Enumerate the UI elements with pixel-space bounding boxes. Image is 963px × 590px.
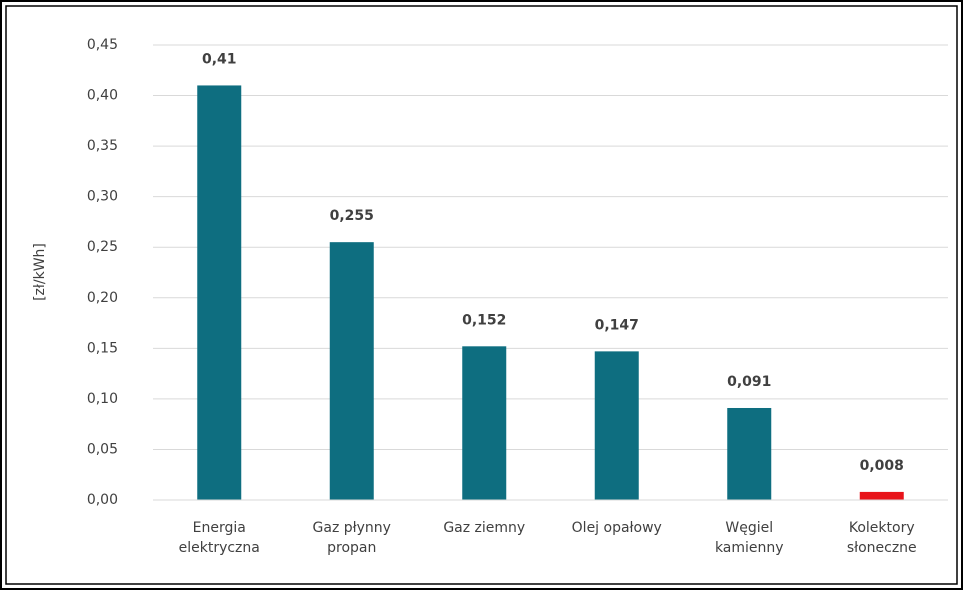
bar — [594, 351, 639, 500]
x-tick-label: Kolektory słoneczne — [846, 520, 917, 556]
x-tick-label: Energia elektryczna — [178, 520, 260, 556]
y-tick-label: 0,20 — [87, 290, 118, 306]
y-tick-label: 0,35 — [87, 138, 118, 154]
value-label: 0,41 — [202, 51, 237, 67]
y-axis-label: [zł/kWh] — [32, 243, 48, 301]
value-label: 0,091 — [727, 374, 771, 390]
y-tick-label: 0,30 — [87, 189, 118, 205]
y-tick-label: 0,05 — [87, 441, 118, 457]
y-tick-label: 0,40 — [87, 88, 118, 104]
x-tick-label: Olej opałowy — [571, 520, 662, 536]
bar — [197, 85, 242, 500]
y-tick-label: 0,25 — [87, 239, 118, 255]
value-label: 0,008 — [860, 458, 904, 474]
x-tick-label: Gaz płynny propan — [312, 520, 391, 556]
bar — [859, 491, 904, 500]
value-label: 0,152 — [462, 312, 506, 328]
y-tick-label: 0,45 — [87, 37, 118, 53]
bar — [462, 346, 507, 500]
value-label: 0,147 — [595, 317, 639, 333]
inner-border — [5, 5, 958, 585]
bar — [329, 242, 374, 500]
x-tick-label: Gaz ziemny — [443, 520, 526, 536]
y-tick-label: 0,10 — [87, 391, 118, 407]
y-tick-label: 0,15 — [87, 340, 118, 356]
bar — [727, 407, 772, 500]
value-label: 0,255 — [330, 208, 374, 224]
x-tick-label: Węgiel kamienny — [714, 520, 784, 556]
y-tick-label: 0,00 — [87, 492, 118, 508]
